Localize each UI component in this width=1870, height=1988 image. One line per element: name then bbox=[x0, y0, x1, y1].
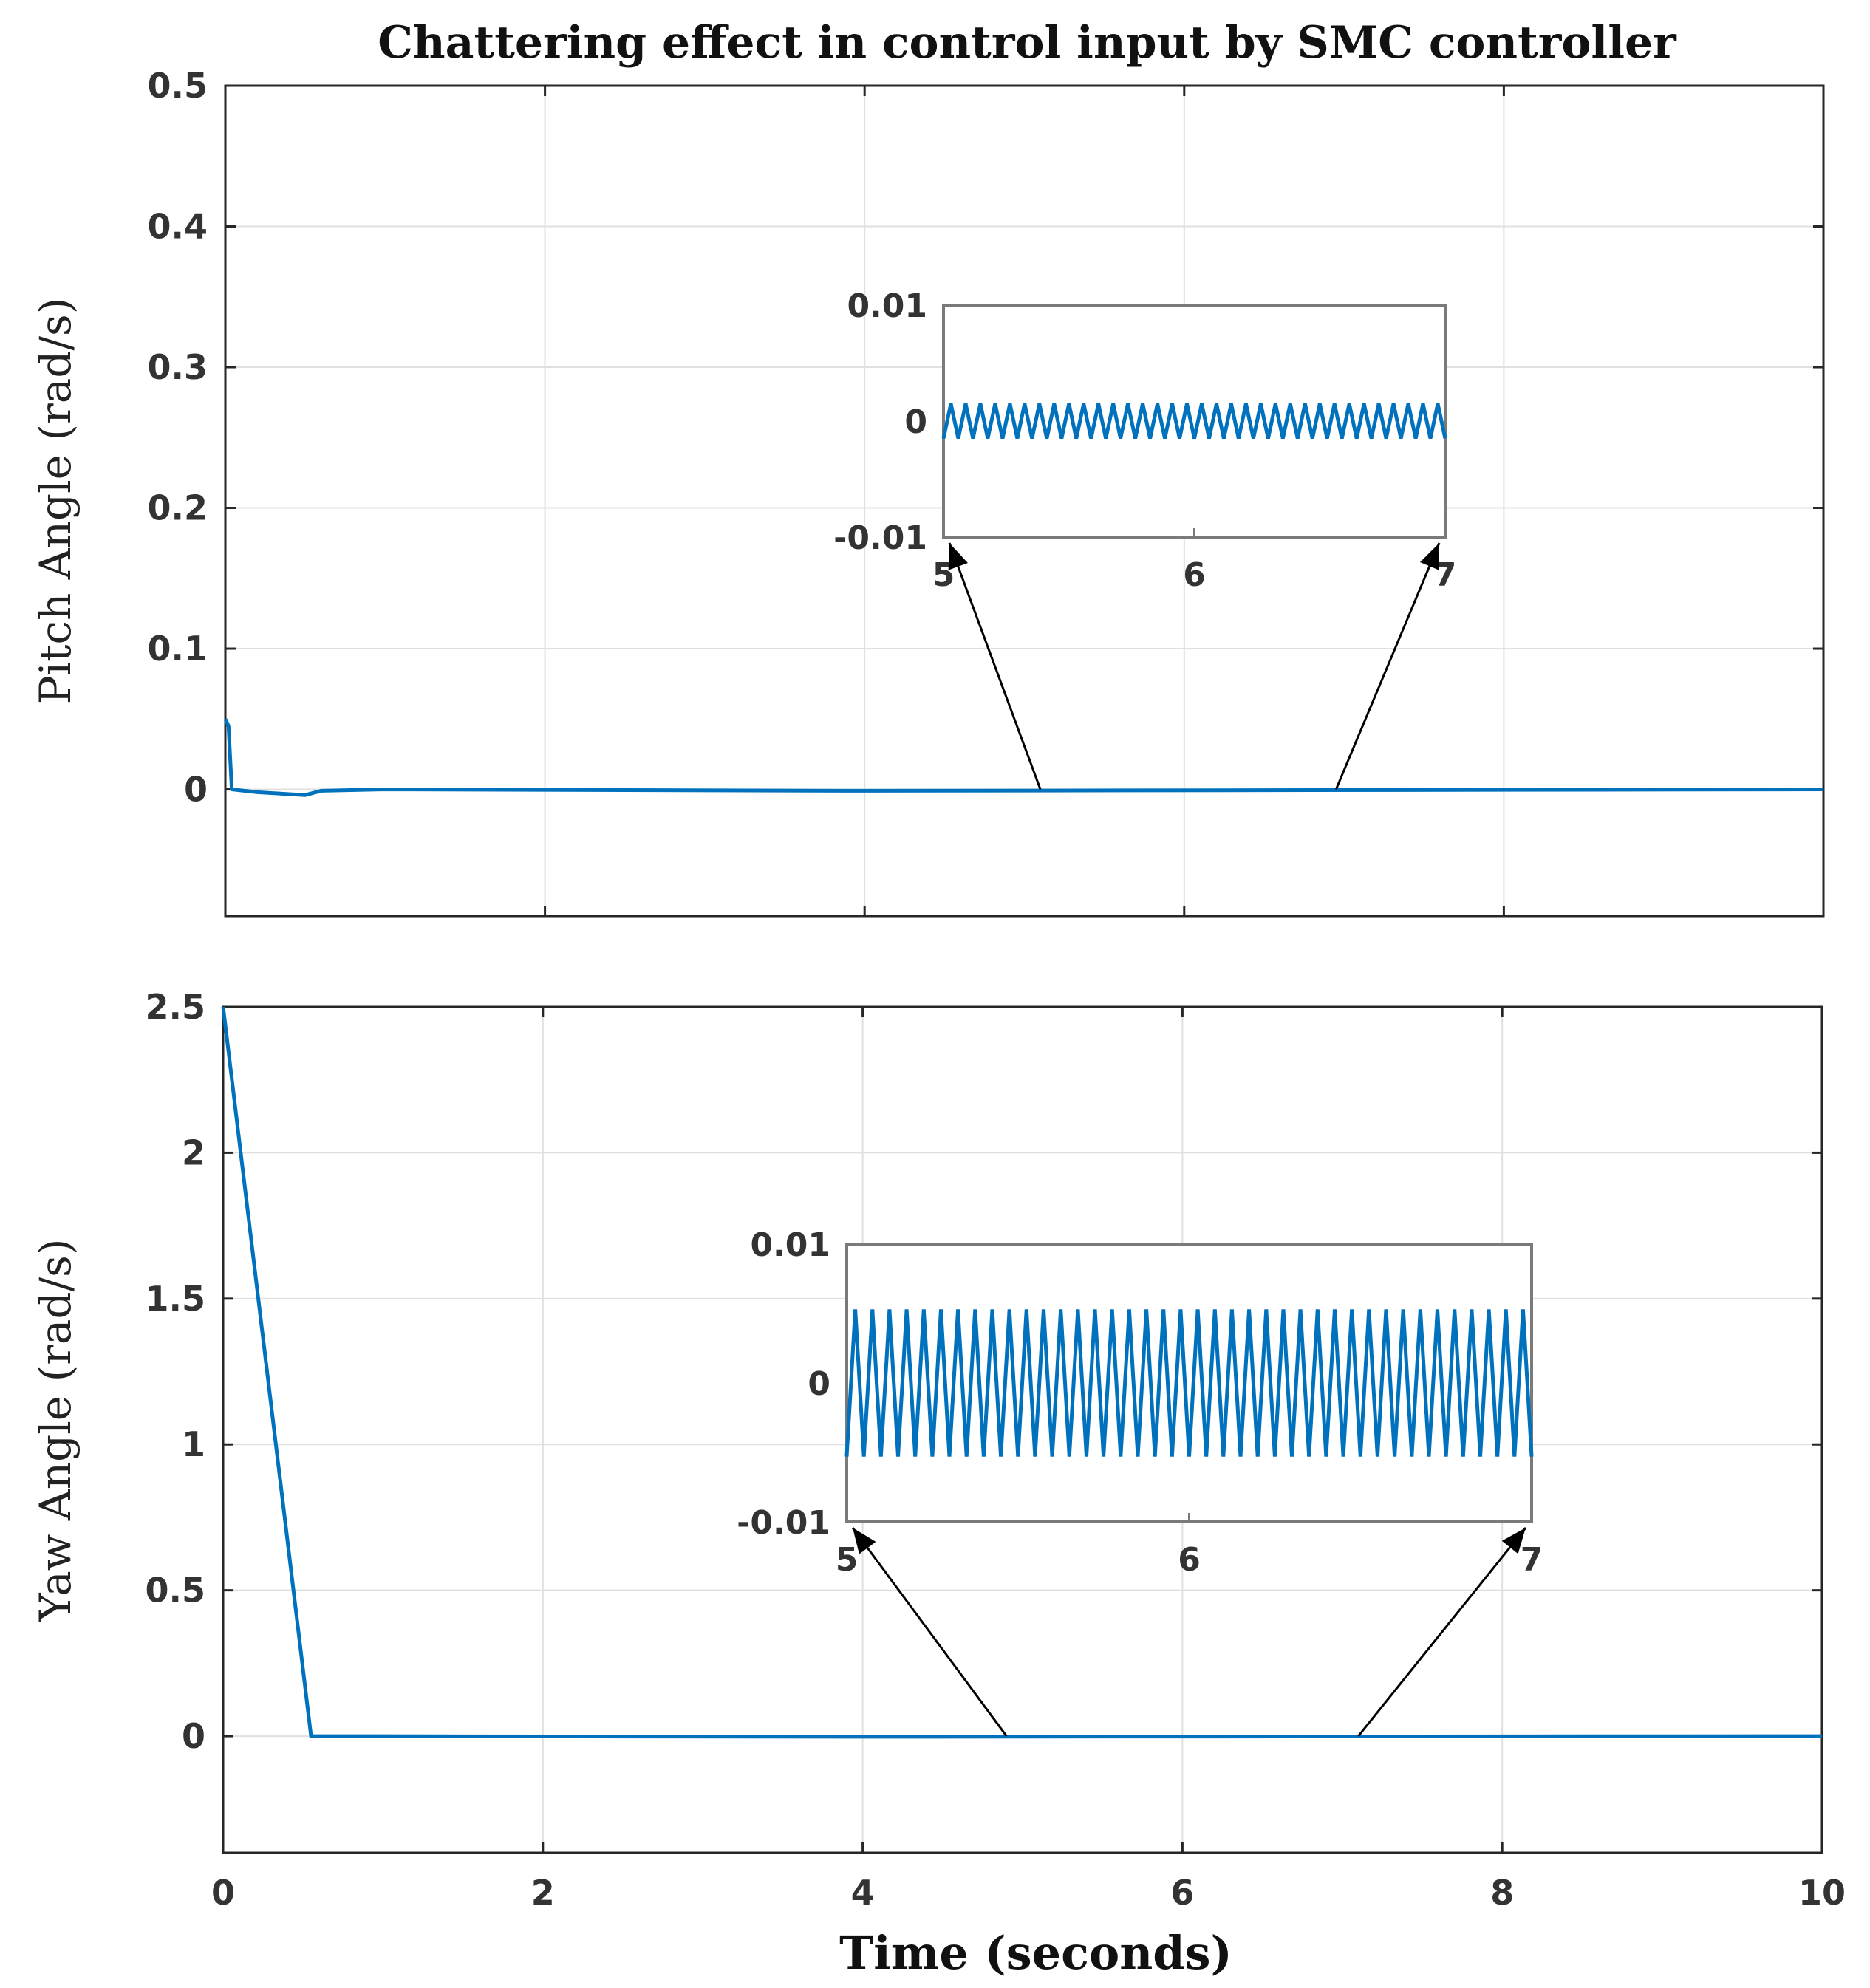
inset-frame bbox=[942, 304, 1447, 539]
zoom-arrow bbox=[948, 542, 1042, 790]
zoom-arrow bbox=[1334, 542, 1441, 790]
y-tick-label: 0 bbox=[182, 1716, 205, 1756]
y-tick-label: 0.4 bbox=[148, 207, 208, 247]
inset-yaw: -0.01 0 0.01 5 6 7 bbox=[737, 1226, 1543, 1738]
y-tick-label: 0 bbox=[184, 770, 208, 810]
y-tick-label: 1.5 bbox=[146, 1279, 206, 1319]
inset-x-tick-label: 6 bbox=[1178, 1541, 1201, 1579]
y-tick-label: 2 bbox=[182, 1133, 205, 1172]
x-tick-label: 2 bbox=[531, 1873, 555, 1913]
inset-y-tick-label: 0 bbox=[808, 1365, 830, 1403]
inset-y-tick-label: -0.01 bbox=[737, 1504, 830, 1542]
panel-pitch: 0 0.1 0.2 0.3 0.4 0.5 Pitch Angle (rad/s) -0.01… bbox=[30, 66, 1825, 918]
series-line-pitch bbox=[223, 718, 1824, 797]
zoom-arrow-head bbox=[1419, 543, 1439, 570]
axes-frame bbox=[222, 1005, 1823, 1854]
x-tick-label: 4 bbox=[851, 1873, 875, 1913]
y-axis-label: Yaw Angle (rad/s) bbox=[30, 1238, 81, 1622]
x-tick-label: 0 bbox=[211, 1873, 235, 1913]
y-axis-label: Pitch Angle (rad/s) bbox=[30, 298, 81, 705]
panel-yaw: 0 0.5 1 1.5 2 2.5 0 2 4 6 8 10 Yaw Angle (rad/s) -0.0… bbox=[30, 987, 1846, 1913]
x-axis-label: Time (seconds) bbox=[839, 1926, 1232, 1980]
inset-x-tick-label: 7 bbox=[1521, 1541, 1543, 1579]
zoom-arrow bbox=[1357, 1527, 1527, 1738]
x-tick-label: 10 bbox=[1798, 1873, 1846, 1913]
inset-y-tick-label: 0 bbox=[904, 403, 927, 441]
inset-y-tick-label: -0.01 bbox=[833, 519, 927, 557]
zoom-arrow bbox=[851, 1527, 1008, 1737]
x-tick-label: 8 bbox=[1490, 1873, 1514, 1913]
y-tick-label: 0.3 bbox=[148, 347, 208, 387]
inset-x-tick-label: 5 bbox=[836, 1541, 859, 1579]
y-tick-label: 0.1 bbox=[148, 629, 208, 669]
zoom-arrow-head bbox=[948, 543, 968, 570]
y-tick-label: 0.2 bbox=[148, 488, 208, 528]
axes-frame bbox=[224, 84, 1825, 918]
y-tick-label: 0.5 bbox=[146, 1571, 206, 1610]
chart-title: Chattering effect in control input by SM… bbox=[378, 17, 1677, 69]
y-tick-label: 1 bbox=[182, 1424, 205, 1464]
series-line-yaw bbox=[221, 1006, 1823, 1739]
inset-chatter-line bbox=[844, 1309, 1534, 1457]
y-tick-label: 0.5 bbox=[148, 66, 208, 106]
inset-x-tick-label: 6 bbox=[1183, 556, 1206, 594]
inset-frame bbox=[845, 1243, 1533, 1523]
inset-y-tick-label: 0.01 bbox=[750, 1226, 830, 1264]
y-tick-label: 2.5 bbox=[146, 987, 206, 1027]
zoom-arrow-head bbox=[853, 1528, 876, 1554]
zoom-arrow-head bbox=[1501, 1528, 1526, 1554]
inset-chatter-line bbox=[941, 403, 1447, 440]
inset-y-tick-label: 0.01 bbox=[847, 287, 927, 325]
x-tick-label: 6 bbox=[1170, 1873, 1194, 1913]
